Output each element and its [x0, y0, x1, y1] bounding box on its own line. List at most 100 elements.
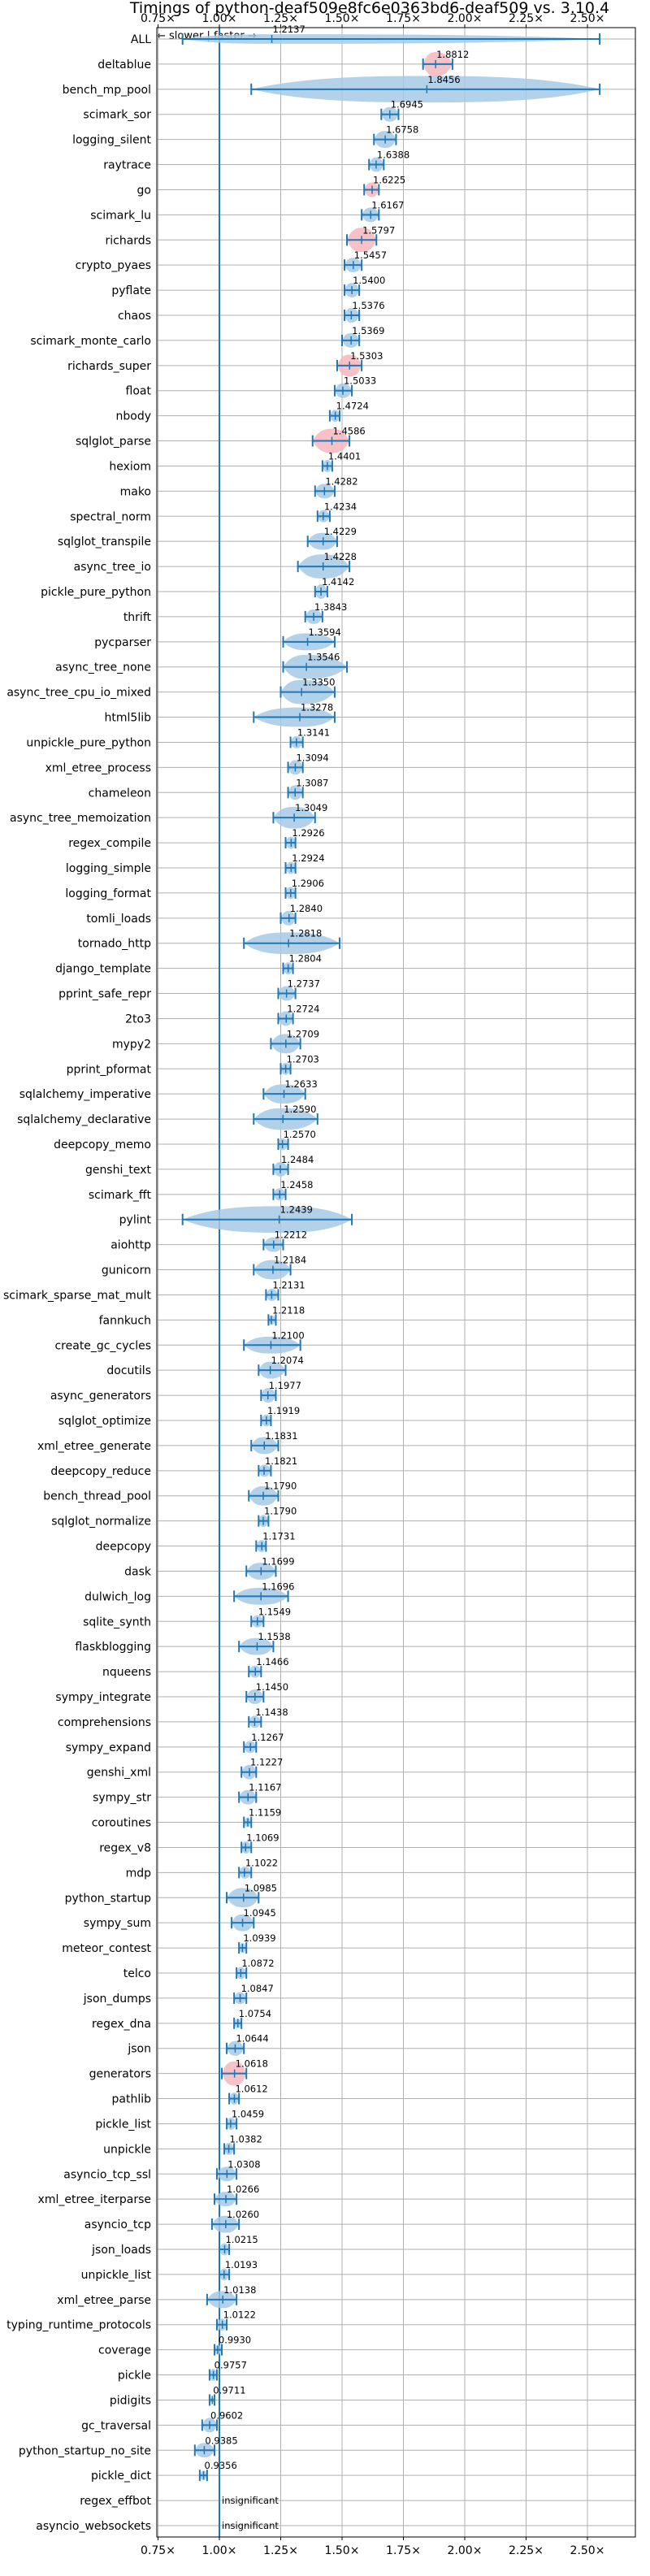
value-label: 1.1466: [256, 1656, 288, 1667]
category-label: unpickle_pure_python: [26, 736, 151, 749]
category-label: pidigits: [110, 2394, 151, 2407]
category-label: scimark_sor: [83, 109, 151, 122]
category-label: coverage: [98, 2344, 151, 2357]
x-tick-label-top: 1.75×: [386, 12, 421, 25]
x-tick-label-bottom: 0.75×: [141, 2544, 176, 2557]
value-label: 1.6167: [371, 199, 404, 210]
value-label: 1.1821: [265, 1455, 297, 1467]
category-label: json_loads: [91, 2244, 151, 2257]
x-tick-label-top: 2.50×: [570, 12, 605, 25]
category-label: aiohttp: [110, 1239, 151, 1252]
category-label: async_tree_io: [74, 561, 151, 574]
category-label: xml_etree_generate: [37, 1440, 151, 1453]
value-label: 1.5369: [352, 325, 384, 336]
value-label: 1.3350: [302, 677, 335, 688]
x-tick-label-top: 1.50×: [325, 12, 360, 25]
value-label: 1.6945: [391, 99, 423, 111]
category-label: pyflate: [111, 284, 151, 297]
value-label: 1.1731: [262, 1531, 295, 1542]
category-label: nbody: [116, 410, 152, 423]
category-label: go: [137, 184, 151, 197]
category-label: crypto_pyaes: [76, 259, 151, 272]
value-label: 1.5376: [352, 300, 384, 311]
value-label: 1.2458: [280, 1179, 313, 1190]
category-label: xml_etree_iterparse: [38, 2193, 151, 2206]
category-label: spectral_norm: [70, 510, 151, 523]
value-label: 1.1069: [246, 1832, 279, 1843]
category-label: regex_effbot: [80, 2495, 151, 2508]
value-label: 1.0382: [230, 2133, 262, 2144]
value-label: 1.4234: [324, 501, 357, 512]
category-label: coroutines: [92, 1817, 151, 1830]
category-label: dulwich_log: [84, 1590, 151, 1603]
value-label: 1.1549: [258, 1606, 291, 1617]
value-label: 1.3594: [309, 627, 341, 638]
value-label: 1.0754: [239, 2008, 271, 2019]
value-label: 1.0847: [241, 1983, 274, 1994]
value-label: 0.9930: [219, 2335, 251, 2346]
x-tick-label-bottom: 2.25×: [509, 2544, 544, 2557]
category-label: create_gc_cycles: [54, 1339, 151, 1352]
value-label: 1.2212: [275, 1229, 307, 1241]
value-label: 1.3546: [307, 652, 340, 663]
value-label: 1.0612: [235, 2084, 267, 2095]
value-label: 1.0985: [245, 1882, 277, 1893]
category-label: asyncio_tcp: [84, 2218, 151, 2231]
value-label: 1.1977: [269, 1380, 301, 1391]
value-label: 1.5303: [350, 350, 383, 362]
value-label: 1.2926: [292, 827, 324, 839]
value-label: 1.2074: [271, 1355, 304, 1366]
category-label: mypy2: [112, 1038, 151, 1051]
value-label: 1.0266: [227, 2184, 259, 2195]
value-label: 1.3094: [296, 752, 328, 763]
category-label: bench_mp_pool: [63, 84, 151, 97]
value-label: 1.4586: [332, 426, 365, 437]
x-tick-label-top: 2.25×: [509, 12, 544, 25]
value-label: 1.2131: [272, 1279, 305, 1290]
value-label: 1.1831: [265, 1430, 297, 1442]
value-label: 1.0945: [244, 1907, 276, 1919]
x-tick-label-top: 2.00×: [448, 12, 483, 25]
category-label: django_template: [55, 963, 151, 976]
value-label: 1.2906: [292, 878, 324, 889]
category-label: gunicorn: [102, 1264, 151, 1277]
category-label: html5lib: [105, 712, 152, 725]
x-tick-label-bottom: 1.00×: [202, 2544, 237, 2557]
category-label: richards_super: [67, 360, 151, 373]
value-label: 1.2484: [281, 1154, 314, 1165]
x-tick-label-bottom: 1.75×: [386, 2544, 421, 2557]
x-tick-label-bottom: 1.50×: [325, 2544, 360, 2557]
category-label: pickle_list: [95, 2118, 151, 2131]
category-label: float: [126, 385, 152, 398]
value-label: 1.2118: [272, 1304, 305, 1316]
category-label: regex_compile: [68, 837, 151, 850]
category-label: 2to3: [125, 1013, 151, 1026]
category-label: mako: [120, 485, 151, 498]
value-label: 1.1159: [249, 1807, 281, 1819]
value-label: 1.1450: [256, 1681, 288, 1693]
value-label: 1.6225: [373, 174, 405, 185]
category-label: deltablue: [98, 59, 151, 72]
value-label: 1.6388: [377, 150, 410, 161]
category-label: chameleon: [89, 787, 151, 800]
value-label: 1.2633: [285, 1078, 318, 1090]
category-label: tomli_loads: [86, 913, 151, 926]
category-label: meteor_contest: [62, 1942, 151, 1955]
category-label: scimark_monte_carlo: [30, 335, 151, 348]
category-label: chaos: [118, 310, 151, 323]
category-label: sympy_sum: [84, 1917, 151, 1930]
category-label: xml_etree_parse: [57, 2294, 151, 2307]
value-label: 1.2924: [292, 852, 324, 864]
value-label: 1.1696: [262, 1581, 294, 1592]
category-label: pprint_pformat: [67, 1063, 152, 1076]
value-label: 1.5797: [362, 224, 395, 236]
chart-title: Timings of python-deaf509e8fc6e0363bd6-d…: [129, 0, 609, 17]
label-layer: ALL deltablue bench_mp_pool scimark_sorlogg…: [3, 12, 604, 2557]
category-label: pickle: [118, 2370, 151, 2383]
category-label: python_startup_no_site: [19, 2444, 151, 2457]
value-label: 1.0308: [228, 2158, 260, 2170]
value-label: 1.0872: [241, 1958, 274, 1969]
value-label: 1.3843: [314, 601, 347, 613]
category-label: regex_v8: [99, 1841, 151, 1854]
x-tick-label-bottom: 2.00×: [448, 2544, 483, 2557]
